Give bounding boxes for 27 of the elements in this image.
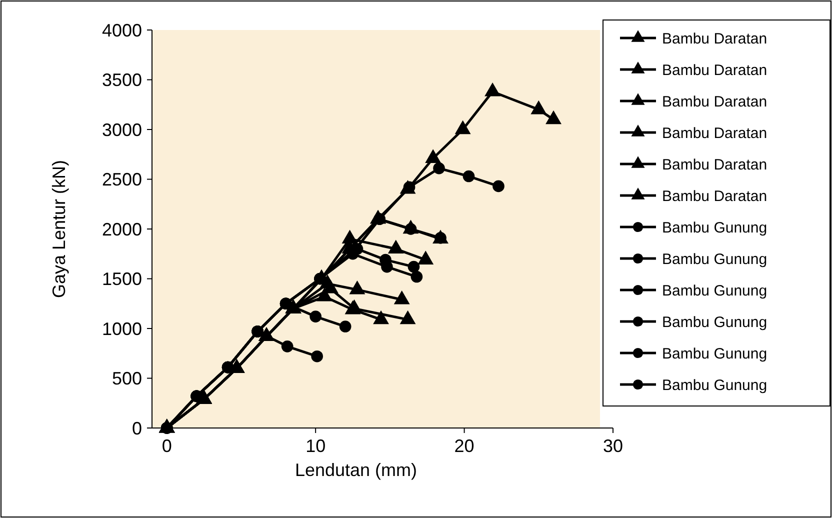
y-tick-label: 0 xyxy=(132,418,142,438)
legend-label: Bambu Daratan xyxy=(662,30,768,48)
legend-label: Bambu Gunung xyxy=(662,376,768,394)
y-tick-label: 2500 xyxy=(102,170,142,190)
legend-label: Bambu Gunung xyxy=(662,314,768,331)
legend-label: Bambu Daratan xyxy=(662,188,768,205)
legend-label: Bambu Daratan xyxy=(662,124,768,142)
legend-label: Bambu Daratan xyxy=(662,156,768,174)
legend-label: Bambu Gunung xyxy=(662,282,768,300)
y-axis-title: Gaya Lentur (kN) xyxy=(49,160,69,298)
y-tick-label: 3000 xyxy=(102,120,142,140)
y-tick-label: 1000 xyxy=(102,318,142,339)
legend-label: Bambu Gunung xyxy=(662,219,768,236)
y-tick-label: 4000 xyxy=(102,20,142,40)
y-tick-label: 2000 xyxy=(102,219,142,240)
legend-label: Bambu Daratan xyxy=(662,93,768,110)
x-tick-label: 10 xyxy=(306,436,326,456)
legend-label: Bambu Gunung xyxy=(662,250,768,268)
x-tick-label: 30 xyxy=(602,436,624,456)
x-axis-title: Lendutan (mm) xyxy=(294,460,418,480)
legend-label: Bambu Daratan xyxy=(662,62,768,79)
y-tick-label: 1500 xyxy=(102,269,142,290)
legend-label: Bambu Gunung xyxy=(662,345,768,362)
y-tick-label: 3500 xyxy=(102,70,142,90)
x-tick-label: 20 xyxy=(454,436,474,456)
y-tick-label: 500 xyxy=(112,368,142,389)
x-tick-label: 0 xyxy=(162,436,172,456)
